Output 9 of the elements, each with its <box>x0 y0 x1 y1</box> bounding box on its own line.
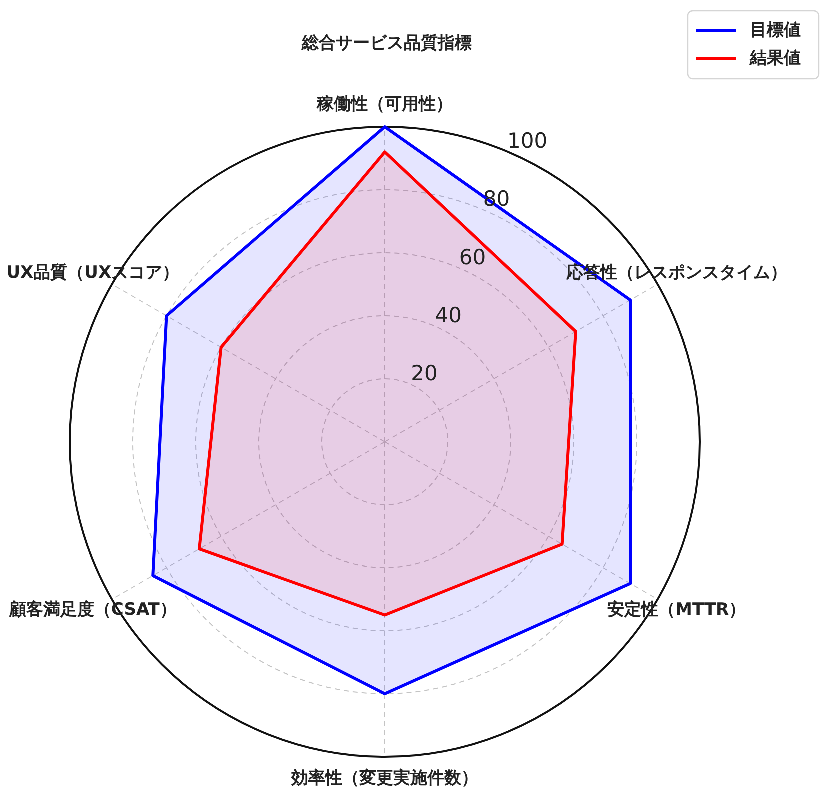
y-tick-label: 40 <box>435 304 462 328</box>
legend-label: 結果値 <box>749 48 801 68</box>
spoke-label: 効率性（変更実施件数） <box>290 768 478 788</box>
y-tick-label: 20 <box>411 362 438 386</box>
y-tick-label: 100 <box>508 128 548 153</box>
y-tick-label: 60 <box>459 245 486 270</box>
spoke-label: 稼働性（可用性） <box>316 94 453 114</box>
text: 総合サービス品質指標 <box>301 33 472 54</box>
legend-label: 目標値 <box>750 20 801 40</box>
